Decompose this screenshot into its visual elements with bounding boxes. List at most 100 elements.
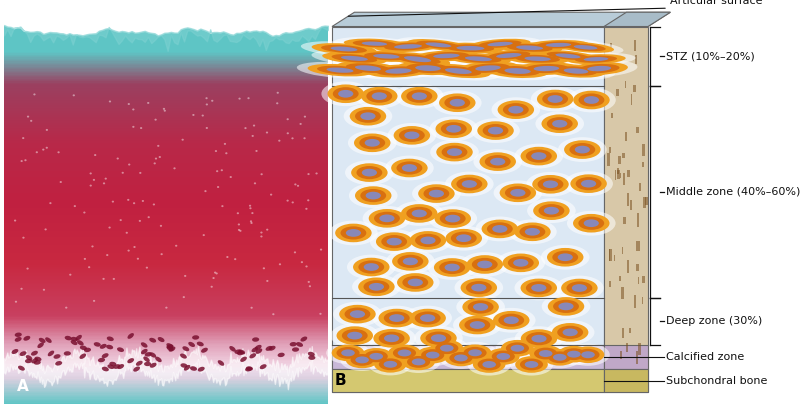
Polygon shape (4, 308, 328, 309)
Polygon shape (4, 156, 328, 157)
Ellipse shape (46, 147, 48, 149)
Polygon shape (615, 89, 618, 96)
Ellipse shape (73, 94, 75, 96)
Ellipse shape (239, 230, 242, 232)
Ellipse shape (492, 225, 507, 233)
Ellipse shape (238, 98, 241, 100)
Ellipse shape (570, 143, 595, 156)
Ellipse shape (60, 181, 62, 183)
Ellipse shape (374, 41, 442, 52)
Ellipse shape (309, 285, 311, 287)
Ellipse shape (363, 280, 390, 293)
Polygon shape (4, 196, 328, 197)
Ellipse shape (528, 40, 589, 50)
Ellipse shape (437, 43, 504, 53)
Ellipse shape (147, 216, 150, 218)
Ellipse shape (237, 212, 239, 214)
Ellipse shape (250, 222, 253, 224)
Polygon shape (4, 329, 328, 330)
Polygon shape (4, 91, 328, 92)
Ellipse shape (127, 333, 134, 339)
Ellipse shape (366, 90, 392, 103)
Ellipse shape (317, 66, 363, 75)
Ellipse shape (564, 140, 601, 159)
Ellipse shape (333, 87, 358, 100)
Ellipse shape (576, 177, 602, 190)
Ellipse shape (113, 278, 115, 280)
Ellipse shape (150, 338, 156, 343)
Polygon shape (4, 257, 328, 259)
Ellipse shape (424, 52, 469, 60)
Ellipse shape (579, 64, 619, 73)
Ellipse shape (537, 62, 615, 80)
Ellipse shape (296, 342, 303, 347)
Polygon shape (4, 261, 328, 263)
Polygon shape (4, 148, 328, 149)
Ellipse shape (308, 352, 315, 356)
Ellipse shape (440, 212, 466, 225)
Polygon shape (4, 379, 328, 380)
Ellipse shape (369, 353, 412, 375)
Ellipse shape (420, 237, 435, 244)
Ellipse shape (308, 64, 372, 76)
Polygon shape (642, 144, 645, 156)
Ellipse shape (436, 143, 473, 162)
Ellipse shape (446, 125, 462, 133)
Ellipse shape (344, 104, 392, 129)
Polygon shape (4, 155, 328, 156)
Ellipse shape (213, 277, 214, 279)
Ellipse shape (412, 210, 427, 217)
Polygon shape (4, 87, 328, 88)
Ellipse shape (192, 335, 199, 339)
Ellipse shape (526, 149, 552, 163)
Ellipse shape (538, 178, 563, 191)
Polygon shape (4, 92, 328, 93)
Ellipse shape (486, 40, 573, 55)
Polygon shape (4, 313, 328, 315)
Ellipse shape (488, 127, 503, 135)
Polygon shape (4, 399, 328, 400)
Polygon shape (634, 295, 636, 308)
Ellipse shape (454, 275, 503, 300)
Ellipse shape (127, 199, 130, 201)
Polygon shape (4, 377, 328, 379)
Polygon shape (4, 360, 328, 361)
Ellipse shape (444, 96, 470, 109)
Polygon shape (4, 312, 328, 313)
Ellipse shape (558, 302, 574, 310)
Ellipse shape (365, 139, 380, 147)
Polygon shape (4, 7, 328, 8)
Polygon shape (4, 267, 328, 268)
Ellipse shape (498, 100, 534, 119)
Ellipse shape (461, 252, 509, 277)
Polygon shape (4, 101, 328, 103)
Polygon shape (4, 169, 328, 171)
Ellipse shape (286, 118, 289, 120)
Ellipse shape (425, 337, 469, 359)
Ellipse shape (543, 180, 558, 188)
Text: STZ (10%–20%): STZ (10%–20%) (666, 51, 755, 61)
Polygon shape (4, 160, 328, 161)
Polygon shape (4, 332, 328, 333)
Ellipse shape (442, 146, 467, 159)
Polygon shape (4, 220, 328, 221)
Ellipse shape (206, 104, 208, 105)
Polygon shape (4, 124, 328, 125)
Ellipse shape (566, 44, 606, 51)
Polygon shape (626, 342, 628, 352)
Ellipse shape (277, 92, 279, 94)
Ellipse shape (180, 353, 187, 359)
Ellipse shape (487, 308, 535, 333)
Polygon shape (4, 203, 328, 204)
Polygon shape (4, 11, 328, 12)
Polygon shape (4, 76, 328, 78)
Ellipse shape (14, 220, 16, 222)
Ellipse shape (397, 162, 422, 175)
Polygon shape (4, 316, 328, 317)
Ellipse shape (584, 96, 599, 104)
Polygon shape (4, 32, 328, 33)
Polygon shape (630, 200, 632, 210)
Ellipse shape (468, 349, 482, 356)
Ellipse shape (141, 349, 148, 354)
Polygon shape (4, 60, 328, 61)
